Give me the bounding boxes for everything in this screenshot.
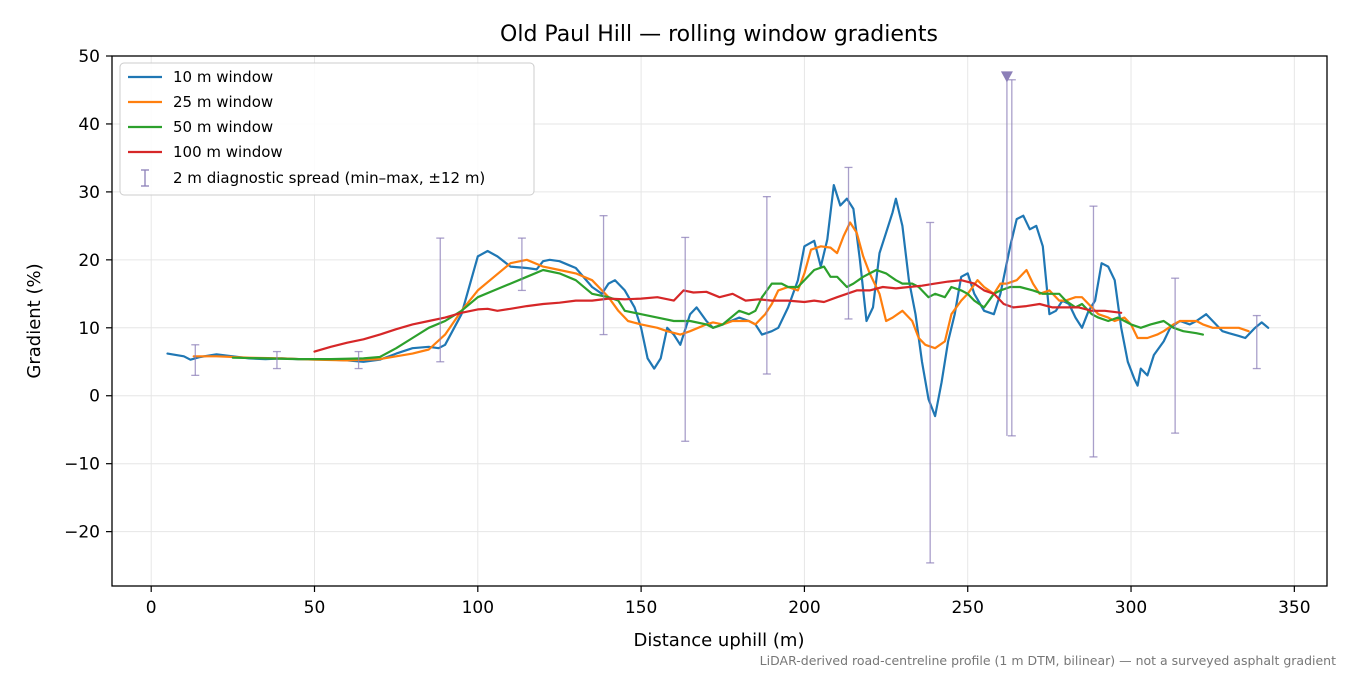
x-tick-label: 0 xyxy=(146,598,157,618)
error-bar xyxy=(844,166,853,320)
footnote: LiDAR-derived road-centreline profile (1… xyxy=(760,653,1336,668)
series-line-25m xyxy=(192,221,1250,362)
x-axis-label: Distance uphill (m) xyxy=(634,630,805,651)
y-tick-label: −20 xyxy=(64,523,100,543)
y-tick-label: 0 xyxy=(89,387,100,407)
legend-label-50m: 50 m window xyxy=(173,118,273,136)
y-tick-label: −10 xyxy=(64,455,100,475)
legend-label-25m: 25 m window xyxy=(173,93,273,111)
error-bar xyxy=(926,221,935,564)
x-tick-label: 50 xyxy=(304,598,326,618)
legend-label-100m: 100 m window xyxy=(173,143,283,161)
y-axis-label: Gradient (%) xyxy=(24,263,45,378)
series-line-100m xyxy=(313,279,1123,353)
legend-box xyxy=(119,62,535,196)
y-tick-label: 50 xyxy=(78,47,100,67)
legend-swatch-error-bar xyxy=(141,169,149,187)
overflow-marker xyxy=(1000,71,1013,83)
error-bar xyxy=(517,237,526,292)
x-tick-label: 100 xyxy=(462,598,494,618)
series-layer xyxy=(166,184,1270,418)
error-bar xyxy=(1171,277,1180,434)
x-tick-label: 300 xyxy=(1115,598,1147,618)
errorbar-layer xyxy=(191,71,1261,564)
chart-title: Old Paul Hill — rolling window gradients xyxy=(500,22,938,47)
error-bar xyxy=(1089,205,1098,458)
series-line-10m xyxy=(166,184,1270,418)
legend: 10 m window 25 m window 50 m window 100 … xyxy=(119,62,535,196)
y-tick-label: 30 xyxy=(78,183,100,203)
y-tick-label: 10 xyxy=(78,319,100,339)
x-tick-label: 250 xyxy=(951,598,983,618)
legend-label-10m: 10 m window xyxy=(173,68,273,86)
series-line-50m xyxy=(231,265,1204,361)
x-tick-label: 350 xyxy=(1278,598,1310,618)
y-tick-label: 40 xyxy=(78,115,100,135)
error-bar xyxy=(191,344,200,377)
error-bar xyxy=(762,196,771,375)
error-bar xyxy=(354,350,363,370)
error-bar xyxy=(272,350,281,370)
x-tick-label: 150 xyxy=(625,598,657,618)
error-bar xyxy=(681,236,690,442)
error-bar xyxy=(599,215,608,336)
y-tick-label: 20 xyxy=(78,251,100,271)
plot-frame xyxy=(111,55,1328,587)
legend-label-error-bar: 2 m diagnostic spread (min–max, ±12 m) xyxy=(173,169,485,187)
x-tick-label: 200 xyxy=(788,598,820,618)
error-bar xyxy=(1007,79,1016,437)
error-bar xyxy=(1252,314,1261,370)
tick-layer: 0 50 100 150 200 250 300 350 −20 −10 0 10 20 30 40 50 xyxy=(64,47,1310,618)
error-bar xyxy=(436,237,445,363)
